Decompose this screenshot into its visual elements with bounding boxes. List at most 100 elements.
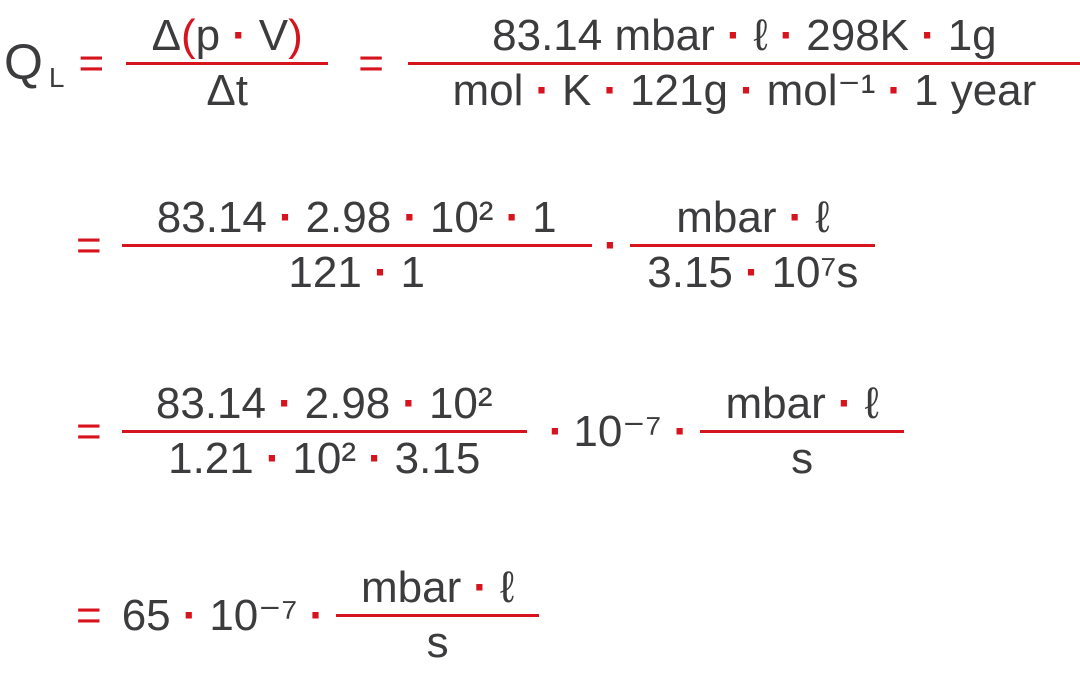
term: 10² (292, 434, 356, 483)
denominator: 121 · 1 (288, 247, 425, 299)
equals-sign: = (76, 590, 102, 640)
numerator: 83.14 · 2.98 · 10² (156, 378, 493, 430)
term: 1 (400, 248, 425, 297)
equation-line-4: = 65 · 10⁻⁷ · mbar · ℓ s (76, 562, 540, 669)
multiply-dot: · (368, 434, 383, 483)
fraction-bar (126, 62, 329, 65)
term: 2.98 (305, 193, 392, 242)
term: 1 year (914, 66, 1037, 115)
multiply-dot: · (548, 406, 564, 456)
fraction-units: mbar · ℓ 3.15 · 10⁷s (630, 192, 876, 299)
denominator: 1.21 · 10² · 3.15 (168, 433, 480, 485)
power-of-ten-factor: 10⁻⁷ (209, 591, 298, 640)
multiply-dot: · (535, 66, 551, 115)
pressure-symbol: p (195, 11, 221, 60)
multiply-dot: · (837, 379, 853, 428)
term: 83.14 mbar (492, 11, 715, 60)
term: 121g (630, 66, 728, 115)
term: 10² (429, 193, 494, 242)
multiply-dot: · (603, 66, 619, 115)
term: K (562, 66, 592, 115)
power-of-ten-factor: 10⁻⁷ (573, 407, 662, 456)
multiply-dot: · (673, 406, 689, 456)
multiply-dot: · (921, 11, 936, 60)
multiply-dot: · (373, 248, 389, 297)
equals-sign: = (78, 38, 105, 88)
term: 1 (532, 193, 557, 242)
fraction-units: mbar · ℓ s (700, 378, 905, 485)
numerator: mbar · ℓ (726, 378, 879, 430)
multiply-dot: · (779, 11, 795, 60)
multiply-dot: · (505, 193, 521, 242)
multiply-dot: · (473, 563, 488, 612)
equals-sign: = (76, 406, 102, 456)
q-symbol: Q (4, 34, 43, 90)
term: mol (452, 66, 524, 115)
volume-symbol: V (258, 11, 289, 60)
multiply-dot: · (887, 66, 903, 115)
term: 10⁷s (771, 248, 859, 297)
open-paren: ( (180, 11, 196, 60)
close-paren: ) (288, 11, 303, 60)
fraction-numeric: 83.14 · 2.98 · 10² · 1 121 · 1 (121, 192, 592, 299)
multiply-dot: · (182, 590, 198, 640)
numerator: mbar · ℓ (676, 192, 829, 244)
term: 83.14 (156, 193, 267, 242)
term: ℓ (864, 379, 879, 428)
fraction-bar (630, 244, 876, 247)
denominator: mol · K · 121g · mol⁻¹ · 1 year (452, 65, 1036, 117)
fraction-bar (121, 244, 592, 247)
result-value: 65 (121, 590, 171, 640)
multiply-dot: · (744, 248, 760, 297)
fraction-substituted-values: 83.14 mbar · ℓ · 298K · 1g mol · K · 121g · mo… (407, 10, 1080, 117)
multiply-dot: · (739, 66, 755, 115)
denominator: s (426, 618, 449, 667)
term: 3.15 (647, 248, 733, 297)
term: 1.21 (168, 434, 254, 483)
term: mbar (360, 563, 462, 612)
term: 298K (806, 11, 910, 60)
fraction-bar (121, 430, 527, 433)
fraction-bar (700, 430, 905, 433)
multiply-dot: · (788, 193, 804, 242)
fraction-numeric: 83.14 · 2.98 · 10² 1.21 · 10² · 3.15 (121, 378, 527, 485)
fraction-delta-pv-over-delta-t: Δ ( p · V ) Δt (126, 10, 329, 117)
term: 83.14 (155, 379, 266, 428)
term: ℓ (815, 193, 830, 242)
multiply-dot: · (265, 434, 281, 483)
term: 10² (428, 379, 493, 428)
multiply-dot: · (603, 220, 619, 270)
fraction-units: mbar · ℓ s (336, 562, 540, 669)
term: mol⁻¹ (766, 66, 876, 115)
term: 3.15 (394, 434, 481, 483)
multiply-dot: · (403, 193, 418, 242)
fraction-bar (407, 62, 1080, 65)
multiply-dot: · (277, 379, 293, 428)
equals-sign: = (76, 220, 102, 270)
fraction-bar (336, 614, 540, 617)
equation-line-3: = 83.14 · 2.98 · 10² 1.21 · 10² · 3.15 · 10⁻… (76, 378, 905, 485)
denominator: s (791, 434, 814, 483)
term: 1g (947, 11, 997, 60)
term: ℓ (753, 11, 768, 60)
term: mbar (725, 379, 826, 428)
multiply-dot: · (309, 590, 325, 640)
equals-sign: = (358, 38, 384, 88)
l-subscript: L (48, 62, 65, 93)
numerator: 83.14 · 2.98 · 10² · 1 (157, 192, 557, 244)
equation-line-2: = 83.14 · 2.98 · 10² · 1 121 · 1 · mbar · ℓ 3… (76, 192, 876, 299)
term: 2.98 (304, 379, 391, 428)
numerator: Δ ( p · V ) (152, 10, 303, 62)
term: 121 (288, 248, 362, 297)
denominator: Δt (206, 66, 248, 115)
multiply-dot: · (278, 193, 294, 242)
term: ℓ (499, 563, 515, 612)
multiply-dot: · (232, 11, 247, 60)
multiply-dot: · (402, 379, 417, 428)
term: mbar (676, 193, 777, 242)
delta-symbol: Δ (151, 11, 181, 60)
multiply-dot: · (726, 11, 742, 60)
numerator: 83.14 mbar · ℓ · 298K · 1g (492, 10, 997, 62)
